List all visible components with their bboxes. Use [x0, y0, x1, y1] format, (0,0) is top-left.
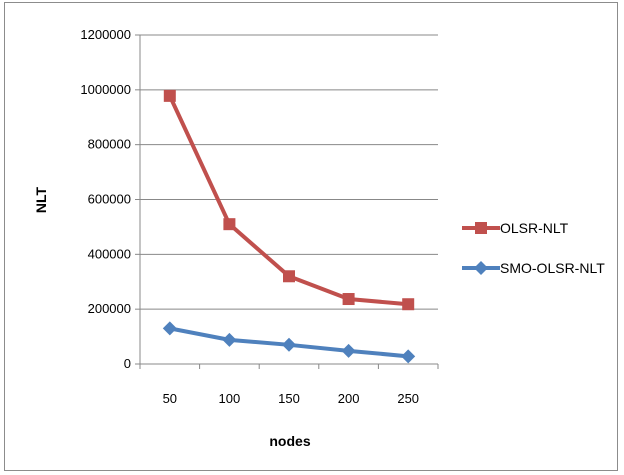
data-point: [282, 337, 296, 352]
y-tick-label: 1000000: [80, 82, 131, 97]
legend-swatch-marker: [474, 261, 488, 275]
x-tick-label: 100: [219, 391, 241, 406]
x-tick-labels: 50 100 150 200 250: [163, 391, 419, 406]
series-smo-olsr-nlt: [162, 321, 416, 364]
y-tick-labels: 0 200000 400000 600000 800000 1000000 1200000: [80, 27, 131, 371]
data-point: [342, 293, 355, 306]
data-point: [222, 332, 237, 347]
data-point: [401, 349, 416, 364]
grid-lines: [140, 34, 438, 310]
legend-item: OLSR-NLT: [462, 220, 569, 236]
y-axis-title: NLT: [33, 186, 49, 213]
x-tick-label: 200: [338, 391, 360, 406]
data-point: [341, 343, 356, 358]
legend-label: OLSR-NLT: [500, 220, 569, 236]
y-tick-label: 400000: [88, 246, 131, 261]
y-tick-label: 200000: [88, 301, 131, 316]
x-tick-label: 50: [163, 391, 177, 406]
legend: OLSR-NLT SMO-OLSR-NLT: [462, 220, 605, 276]
data-point: [283, 270, 295, 283]
data-series: [162, 89, 416, 364]
legend-item: SMO-OLSR-NLT: [462, 260, 605, 276]
y-tick-label: 800000: [88, 137, 131, 152]
y-tick-label: 1200000: [80, 27, 131, 42]
data-point: [162, 321, 177, 336]
series-olsr-nlt: [163, 89, 415, 311]
data-point: [402, 298, 415, 311]
legend-swatch-marker: [475, 222, 487, 234]
x-tick-label: 150: [278, 391, 300, 406]
chart-frame: [4, 2, 618, 471]
y-tick-label: 0: [124, 356, 131, 371]
data-point: [163, 89, 176, 102]
x-tick-label: 250: [397, 391, 419, 406]
legend-label: SMO-OLSR-NLT: [500, 260, 605, 276]
x-axis-title: nodes: [269, 433, 310, 449]
data-point: [223, 218, 236, 231]
y-tick-label: 600000: [88, 192, 131, 207]
axes: [135, 34, 439, 369]
